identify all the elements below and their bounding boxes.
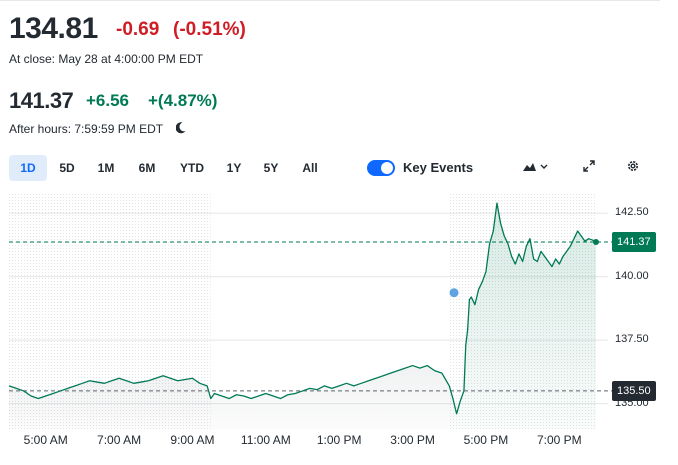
afterhours-area [456,203,596,429]
price-series-line [8,202,597,415]
range-tab-5d[interactable]: 5D [59,161,75,175]
moon-icon [175,121,186,134]
settings-button[interactable] [622,157,644,179]
range-tab-1y[interactable]: 1Y [226,161,242,175]
chart-type-button[interactable] [519,157,551,179]
close-change: -0.69 [116,19,160,40]
regular-area [210,365,457,429]
x-tick-label: 3:00 PM [390,433,435,447]
expand-button[interactable] [578,157,600,179]
x-tick-label: 1:00 PM [316,433,362,447]
range-tab-1d[interactable]: 1D [9,155,47,181]
reference-price-badge: 135.50 [612,380,656,401]
after-hours-change: +6.56 [86,91,130,110]
y-tick-label: 137.50 [615,333,649,346]
premarket-area [9,375,211,429]
last-price-dot [593,238,599,245]
key-events-label: Key Events [403,160,474,175]
after-hours-price: 141.37 [9,88,74,113]
expand-icon [583,159,595,177]
x-tick-label: 5:00 PM [463,433,509,447]
key-events-toggle[interactable] [367,160,395,176]
range-tab-6m[interactable]: 6M [138,161,156,175]
after-hours-timestamp: After hours: 7:59:59 PM EDT [9,122,164,136]
top-divider [0,0,660,1]
close-timestamp: At close: May 28 at 4:00:00 PM EDT [9,52,204,66]
y-tick-label: 140.00 [615,269,649,282]
range-tab-all[interactable]: All [302,161,318,175]
range-tab-5y[interactable]: 5Y [263,161,279,175]
range-tab-ytd[interactable]: YTD [180,161,204,175]
last-price-badge: 141.37 [612,231,656,252]
x-tick-label: 11:00 AM [240,433,291,447]
x-tick-label: 5:00 AM [23,433,68,447]
gear-icon [626,159,640,178]
y-tick-label: 142.50 [615,206,649,219]
close-price: 134.81 [9,12,98,45]
price-chart[interactable] [0,185,678,465]
x-tick-label: 7:00 PM [536,433,582,447]
key-event-marker[interactable] [449,288,459,298]
range-tab-1m[interactable]: 1M [97,161,115,175]
x-tick-label: 7:00 AM [97,433,142,447]
mountain-chart-icon [522,159,548,177]
after-hours-change-percent: +(4.87%) [148,91,218,110]
x-tick-label: 9:00 AM [170,433,215,447]
close-change-percent: (-0.51%) [173,19,246,40]
